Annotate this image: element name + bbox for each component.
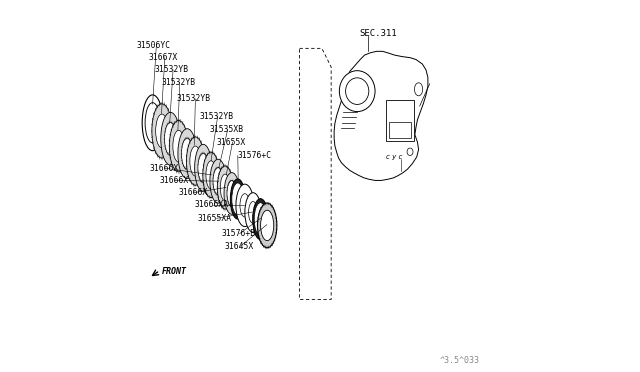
Ellipse shape — [210, 159, 227, 203]
Text: 31666X: 31666X — [159, 176, 189, 185]
Ellipse shape — [257, 203, 277, 248]
Text: 31667X: 31667X — [149, 53, 178, 62]
Text: 31532YB: 31532YB — [199, 112, 233, 121]
Ellipse shape — [186, 137, 204, 185]
Ellipse shape — [145, 103, 160, 143]
Ellipse shape — [198, 153, 209, 182]
Bar — [389, 122, 411, 138]
Ellipse shape — [142, 95, 163, 151]
Ellipse shape — [164, 122, 177, 155]
Ellipse shape — [161, 112, 180, 165]
Ellipse shape — [152, 104, 172, 158]
Text: 31576+B: 31576+B — [221, 229, 255, 238]
Ellipse shape — [227, 180, 237, 206]
Text: 31532YB: 31532YB — [154, 65, 189, 74]
Ellipse shape — [178, 129, 196, 179]
Ellipse shape — [236, 184, 254, 227]
Ellipse shape — [253, 199, 268, 240]
Ellipse shape — [224, 173, 239, 214]
Text: FRONT: FRONT — [162, 267, 187, 276]
Ellipse shape — [181, 138, 193, 169]
Ellipse shape — [415, 83, 422, 96]
Text: 31655XA: 31655XA — [198, 214, 232, 223]
Text: 31666X: 31666X — [150, 164, 179, 173]
Text: 31666XA: 31666XA — [195, 201, 228, 209]
Text: 31645X: 31645X — [225, 242, 253, 251]
Ellipse shape — [195, 144, 212, 191]
Ellipse shape — [173, 130, 184, 162]
Ellipse shape — [260, 210, 274, 241]
Text: c y c: c y c — [386, 154, 403, 160]
Ellipse shape — [245, 193, 261, 232]
Ellipse shape — [232, 183, 244, 215]
Ellipse shape — [218, 166, 233, 209]
Text: 31506YC: 31506YC — [137, 41, 171, 50]
Ellipse shape — [248, 202, 257, 223]
Ellipse shape — [407, 148, 413, 155]
Ellipse shape — [254, 203, 267, 235]
Ellipse shape — [170, 121, 188, 172]
Ellipse shape — [206, 161, 216, 189]
Ellipse shape — [339, 71, 375, 112]
Ellipse shape — [156, 114, 168, 148]
Text: 31576+C: 31576+C — [237, 151, 271, 160]
Text: SEC.311: SEC.311 — [359, 29, 397, 38]
Bar — [386, 100, 414, 141]
Ellipse shape — [213, 167, 223, 195]
Text: ^3.5^033: ^3.5^033 — [440, 356, 479, 365]
Ellipse shape — [220, 174, 230, 201]
Text: 31655X: 31655X — [216, 138, 246, 147]
Ellipse shape — [203, 152, 219, 198]
Ellipse shape — [230, 179, 245, 219]
Ellipse shape — [346, 78, 369, 105]
Ellipse shape — [190, 146, 201, 176]
Text: 31532YB: 31532YB — [161, 78, 195, 87]
Ellipse shape — [240, 194, 250, 217]
Text: 31532YB: 31532YB — [177, 94, 211, 103]
Text: 31666X: 31666X — [179, 188, 208, 197]
Text: 31535XB: 31535XB — [209, 125, 243, 134]
